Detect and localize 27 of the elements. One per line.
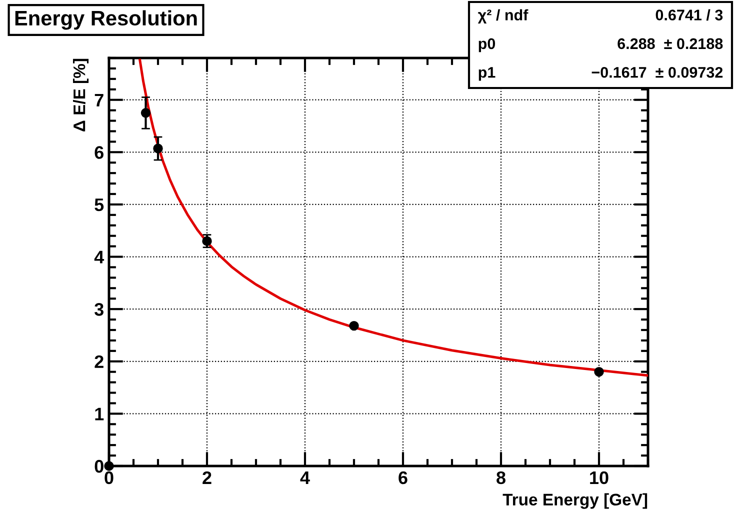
text: p0 [478,38,496,52]
x-tick-label: 0 [104,471,114,484]
point [104,461,114,471]
x-tick-label: 10 [590,471,608,484]
annotation: p1 [478,67,496,81]
y-tick-label: 7 [94,94,104,106]
y-tick-label: 5 [94,198,104,212]
text: 0.6741 / 3 [656,9,723,21]
x-tick-label: 6 [398,471,408,484]
y-tick-label: 2 [94,355,104,368]
chart-title: Energy Resolution [15,10,197,30]
y-tick-label: 0 [94,460,104,473]
annotation: −0.1617 ± 0.09732 [592,66,723,78]
x-axis-title: True Energy [GeV] [502,493,648,509]
point [349,320,359,331]
text: χ² / ndf [478,9,528,24]
y-tick-label: 3 [94,303,104,316]
point [594,366,604,377]
text: 6.288 ± 0.2188 [618,38,723,50]
line-series [138,58,648,377]
y-axis-title: Δ E/E [%] [73,58,89,132]
x-tick-label: 2 [202,471,212,484]
y-tick-label: 1 [95,408,104,420]
y-tick-label: 4 [94,250,104,264]
x-tick-label: 4 [300,472,310,484]
y-tick-label: 6 [94,146,104,159]
x-tick-label: 8 [496,471,506,484]
